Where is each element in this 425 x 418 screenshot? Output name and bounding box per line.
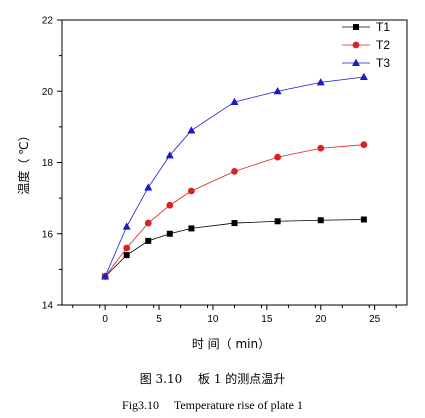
legend-label-t2: T2 <box>376 38 390 52</box>
series-t1-point <box>145 237 152 244</box>
series-t2-point <box>144 219 152 227</box>
y-tick-label: 18 <box>42 158 54 169</box>
legend-label-t1: T1 <box>376 20 390 34</box>
series-t3-point <box>230 97 239 105</box>
series-t1-point <box>231 220 238 227</box>
series-t3-point <box>165 151 174 159</box>
y-tick-label: 22 <box>42 16 54 27</box>
y-tick-label: 16 <box>42 229 54 240</box>
x-tick-label: 20 <box>315 314 327 325</box>
series-t2-point <box>123 244 131 252</box>
series-t2-point <box>317 144 325 152</box>
series-t3-point <box>144 183 153 191</box>
series-t1-point <box>360 216 367 223</box>
series-t1-point <box>317 217 324 224</box>
series-t2-point <box>231 168 238 175</box>
x-tick-label: 15 <box>261 314 273 325</box>
x-axis-label: 时 间（ min） <box>192 337 270 351</box>
x-tick-label: 5 <box>156 314 162 325</box>
figure-caption-chinese: 图 3.10 板 1 的测点温升 <box>139 372 286 386</box>
x-tick-label: 10 <box>207 314 219 325</box>
y-tick-label: 20 <box>42 87 54 98</box>
series-t3-point <box>101 272 110 280</box>
figure-caption-english: Fig3.10 Temperature rise of plate 1 <box>122 398 303 412</box>
legend-marker-t2 <box>352 41 360 49</box>
series-t2-point <box>360 141 368 149</box>
series-t1-point <box>274 218 281 225</box>
legend-marker-t1 <box>353 24 359 30</box>
series-t2-point <box>166 201 174 209</box>
legend-marker-t3 <box>352 58 360 66</box>
series-t3-point <box>316 78 325 86</box>
series-t3-point <box>359 72 368 80</box>
series-t1-point <box>166 230 173 237</box>
series-layer <box>101 72 368 280</box>
temperature-rise-chart: 0 5 10 15 20 25 14 16 18 20 22 T1 T2 T3 时 间（ min） 温度… <box>16 16 408 351</box>
series-t1-point <box>188 225 195 232</box>
y-axis-label: 温度（ ℃） <box>16 129 31 194</box>
series-t2-point <box>187 187 195 195</box>
legend: T1 T2 T3 <box>342 20 390 70</box>
series-t2-line <box>104 144 364 277</box>
series-t1 <box>102 216 367 280</box>
y-tick-label: 14 <box>42 301 54 312</box>
series-t3-point <box>273 87 282 95</box>
series-t2-point <box>274 153 282 161</box>
x-tick-label: 0 <box>102 314 108 325</box>
series-t3-point <box>187 126 196 134</box>
series-t3 <box>101 72 368 280</box>
x-tick-label: 25 <box>369 314 381 325</box>
plot-axes: 0 5 10 15 20 25 14 16 18 20 22 <box>42 16 408 325</box>
legend-label-t3: T3 <box>376 56 390 70</box>
series-t3-point <box>122 222 131 230</box>
series-t3-line <box>104 76 364 277</box>
series-t2 <box>101 141 368 280</box>
series-t1-point <box>123 252 130 259</box>
